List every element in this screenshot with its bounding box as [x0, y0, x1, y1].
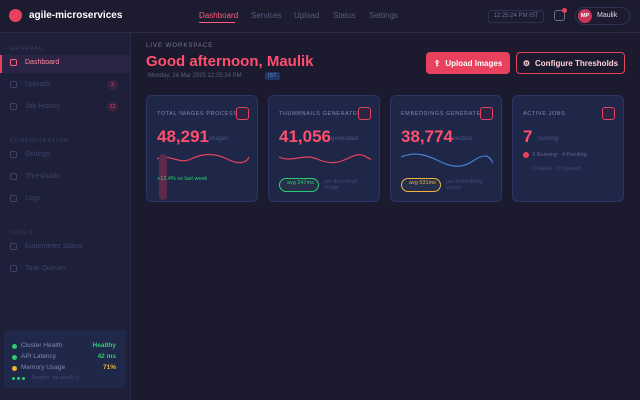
sparkline-path — [157, 153, 249, 164]
clock: 12:25:24 PM IST — [488, 10, 544, 23]
label: Upload Images — [445, 58, 503, 68]
eyebrow: LIVE WORKSPACE — [146, 43, 214, 49]
job-dot — [523, 152, 529, 158]
status-dot — [12, 377, 15, 380]
avatar: MP — [578, 9, 592, 23]
item-icon — [10, 243, 17, 250]
timezone-badge: IST — [265, 72, 280, 80]
stat-card: TOTAL IMAGES PROCESSED 48,291 images +12.4%… — [146, 95, 258, 202]
card-title: THUMBNAILS GENERATED — [279, 111, 362, 117]
item-icon — [10, 195, 17, 202]
greeting: Good afternoon, Maulik — [146, 53, 314, 70]
status-dot — [22, 377, 25, 380]
nav-item[interactable]: Job History — [25, 103, 61, 110]
card-unit: images — [209, 136, 229, 142]
status-dot — [17, 377, 20, 380]
notification-dot — [562, 8, 567, 13]
top-bar: agile-microservices 12:25:24 PM IST MP M… — [0, 0, 640, 33]
section-title: TOOLS — [10, 230, 34, 236]
nav-item[interactable]: Logs — [25, 195, 41, 202]
notifications[interactable] — [554, 10, 565, 21]
nav-link[interactable]: Services — [251, 11, 282, 20]
sparkline — [279, 154, 371, 164]
badge: 2 — [107, 80, 118, 90]
nav-item[interactable]: Uploads — [25, 81, 51, 88]
card-value: 41,056 — [279, 127, 331, 146]
job-note: 3 Running · 4 Pending — [532, 152, 587, 158]
card-title: EMBEDDINGS GENERATED — [401, 111, 486, 117]
card-value: 7 — [523, 127, 533, 146]
nav-underline — [199, 22, 235, 23]
upload-button[interactable]: ⇪ Upload Images — [426, 52, 510, 74]
nav-link[interactable]: Upload — [294, 11, 320, 20]
pill-note: per thumbnail image — [324, 179, 358, 191]
card-icon — [236, 107, 249, 120]
trend-note: +12.4% vs last week — [157, 176, 208, 182]
stat-card: ACTIVE JOBS 7 running 3 Running · 4 Pending… — [512, 95, 624, 202]
item-icon — [10, 265, 17, 272]
nav-item[interactable]: Kubernetes Status — [25, 243, 83, 250]
date: Monday, 24 Mar 2025 12:25:24 PM — [148, 73, 242, 79]
region: Region: ap-south-1 — [32, 375, 79, 381]
item-icon — [10, 59, 17, 66]
card-unit: running — [538, 136, 559, 142]
item-icon — [10, 151, 17, 158]
card-icon — [358, 107, 371, 120]
status-dot — [12, 355, 17, 360]
label: Configure Thresholds — [535, 58, 619, 68]
status-dot — [12, 344, 17, 349]
latency-pill: avg 531ms — [401, 178, 441, 192]
status-value: Healthy — [92, 342, 116, 349]
card-title: ACTIVE JOBS — [523, 111, 566, 117]
icon: ⇪ — [433, 58, 441, 68]
badge: 12 — [107, 102, 118, 112]
section-title: CONFIGURATION — [10, 138, 69, 144]
status-value: 71% — [102, 364, 116, 371]
card-value: 38,774 — [401, 127, 453, 146]
card-value: 48,291 — [157, 127, 209, 146]
job-sub: 0 Failed · 0 Queued — [532, 166, 581, 172]
card-icon — [602, 107, 615, 120]
icon: ⚙ — [522, 58, 531, 68]
latency-pill: avg 247ms — [279, 178, 319, 192]
item-icon — [10, 103, 17, 110]
section-title: GENERAL — [10, 46, 44, 52]
nav-link[interactable]: Dashboard — [199, 11, 239, 20]
user-menu[interactable] — [575, 7, 630, 25]
nav-link[interactable]: Settings — [369, 11, 398, 20]
trend-glow — [159, 154, 167, 200]
card-unit: generated — [331, 136, 359, 142]
logo[interactable]: agile-microservices — [29, 10, 123, 21]
active-item-bg — [0, 55, 130, 73]
card-title: TOTAL IMAGES PROCESSED — [157, 111, 247, 117]
pill-note: per embedding vector — [446, 179, 483, 191]
nav-link[interactable]: Status — [333, 11, 356, 20]
status-label: Memory Usage — [21, 364, 66, 371]
nav-item[interactable]: Thresholds — [25, 173, 60, 180]
user-name: Maulik — [597, 12, 618, 19]
sparkline-path — [401, 153, 493, 167]
stat-card: THUMBNAILS GENERATED 41,056 generated avg 2… — [268, 95, 380, 202]
sparkline — [157, 153, 249, 164]
card-unit: vectors — [453, 136, 473, 142]
stat-card: EMBEDDINGS GENERATED 38,774 vectors avg 531… — [390, 95, 502, 202]
thresholds-button[interactable]: ⚙ Configure Thresholds — [516, 52, 625, 74]
nav-item[interactable]: Settings — [25, 151, 51, 158]
nav-item[interactable]: Task Queues — [25, 265, 66, 272]
item-icon — [10, 81, 17, 88]
status-dot — [12, 366, 17, 371]
logo-icon — [9, 9, 22, 22]
item-icon — [10, 173, 17, 180]
status-label: API Latency — [21, 353, 57, 360]
status-value: 42 ms — [97, 353, 116, 360]
nav-item[interactable]: Dashboard — [25, 59, 60, 66]
status-panel: Cluster Health Healthy API Latency 42 ms Mem… — [4, 330, 126, 388]
sidebar: GENERAL Dashboard Uploads 2 Job History 12 CON… — [0, 33, 131, 400]
card-icon — [480, 107, 493, 120]
sparkline-path — [279, 154, 371, 164]
sparkline — [401, 153, 493, 167]
status-label: Cluster Health — [21, 342, 63, 349]
